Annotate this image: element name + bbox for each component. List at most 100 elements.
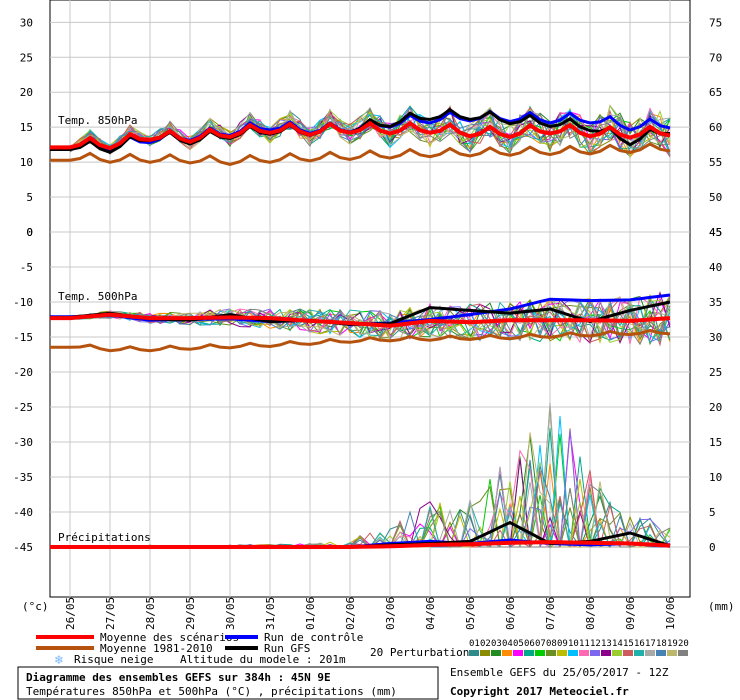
y-tick-left-t500: -25 [13, 401, 33, 414]
mean-line-precip [50, 540, 671, 549]
perturbation-line-precip [70, 432, 671, 548]
snowflake-icon: ❄ [54, 653, 64, 667]
perturbation-swatch [502, 650, 512, 656]
perturbation-line-precip [70, 402, 671, 548]
x-tick-label: 03/06 [384, 597, 397, 630]
y-tick-right-t500: 0 [709, 541, 716, 554]
y-tick-left-t850: 25 [20, 51, 33, 64]
x-tick-label: 09/06 [624, 597, 637, 630]
panel-label-t850: Temp. 850hPa [58, 114, 137, 127]
y-tick-right-t500: 25 [709, 366, 722, 379]
perturbation-swatch [601, 650, 611, 656]
perturbation-line-precip [70, 487, 670, 548]
perturbation-swatch [612, 650, 622, 656]
legend-label-gfs: Run GFS [264, 642, 310, 655]
perturbation-number: 05 [513, 639, 524, 649]
perturbation-swatch [667, 650, 677, 656]
y-tick-right-t850: 65 [709, 86, 722, 99]
y-tick-left-t850: 10 [20, 156, 33, 169]
y-tick-right-t500: 45 [709, 226, 722, 239]
x-tick-label: 30/05 [224, 597, 237, 630]
legend-label-altitude: Altitude du modele : 201m [180, 653, 346, 666]
perturbation-swatch [524, 650, 534, 656]
perturbation-swatch [491, 650, 501, 656]
perturbation-number: 11 [579, 639, 590, 649]
x-tick-label: 27/05 [104, 597, 117, 630]
perturbation-number: 01 [469, 639, 480, 649]
perturbation-swatch [590, 650, 600, 656]
perturbation-swatch [480, 650, 490, 656]
perturbation-swatch [678, 650, 688, 656]
perturbation-number: 15 [623, 639, 634, 649]
chart-title: Diagramme des ensembles GEFS sur 384h : … [26, 671, 331, 684]
y-tick-left-t500: -40 [13, 506, 33, 519]
perturbation-line-precip [70, 432, 671, 548]
panel-label-t500: Temp. 500hPa [58, 290, 137, 303]
ensemble-info: Ensemble GEFS du 25/05/2017 - 12Z [450, 666, 669, 679]
x-tick-label: 08/06 [584, 597, 597, 630]
tick-labels: 26/05 27/05 28/05 29/05 30/05 31/05 01/06 02/06… [13, 16, 722, 630]
panel-label-precip: Précipitations [58, 531, 151, 544]
y-tick-right-t850: 45 [709, 226, 722, 239]
perturbation-swatch [579, 650, 589, 656]
y-tick-left-t500: -35 [13, 471, 33, 484]
perturbation-line-precip [70, 436, 671, 549]
x-tick-label: 06/06 [504, 597, 517, 630]
x-tick-label: 26/05 [64, 597, 77, 630]
perturbation-swatch [513, 650, 523, 656]
perturbation-line-t850 [69, 107, 671, 155]
y-tick-left-t500: -45 [13, 541, 33, 554]
y-tick-right-t500: 5 [709, 506, 716, 519]
perturbation-swatch [546, 650, 556, 656]
legend-label-perturbations: 20 Perturbations [370, 646, 476, 659]
legend-label-snow: Risque neige [74, 653, 153, 666]
y-tick-left-t500: -5 [20, 261, 33, 274]
unit-left: (°c) [22, 600, 49, 613]
x-tick-label: 01/06 [304, 597, 317, 630]
perturbation-swatch [645, 650, 655, 656]
y-tick-right-t850: 55 [709, 156, 722, 169]
y-tick-right-t500: 20 [709, 401, 722, 414]
perturbation-swatch [469, 650, 479, 656]
perturbation-line-precip [70, 466, 671, 549]
grid-layer [50, 0, 690, 597]
y-tick-left-t850: 15 [20, 121, 33, 134]
y-tick-right-t500: 40 [709, 261, 722, 274]
x-tick-label: 05/06 [464, 597, 477, 630]
x-tick-label: 02/06 [344, 597, 357, 630]
perturbation-number: 18 [656, 639, 667, 649]
unit-right: (mm) [708, 600, 735, 613]
perturbation-number: 17 [645, 639, 656, 649]
y-tick-left-t850: 30 [20, 16, 33, 29]
perturbation-swatch [557, 650, 567, 656]
y-tick-right-t850: 60 [709, 121, 722, 134]
legend: Moyenne des scénarios Moyenne 1981-2010 … [36, 631, 689, 667]
y-tick-left-t500: 0 [26, 226, 33, 239]
x-tick-label: 31/05 [264, 597, 277, 630]
y-tick-right-t500: 15 [709, 436, 722, 449]
x-tick-label: 07/06 [544, 597, 557, 630]
y-tick-right-t500: 30 [709, 331, 722, 344]
climatology-line-t500 [50, 328, 671, 353]
perturbation-swatch [535, 650, 545, 656]
mean-line-t500 [50, 312, 671, 328]
y-tick-left-t850: 5 [26, 191, 33, 204]
legend-label-control: Run de contrôle [264, 631, 363, 644]
perturbation-number: 14 [612, 639, 623, 649]
x-tick-label: 10/06 [664, 597, 677, 630]
perturbation-number: 20 [678, 639, 689, 649]
perturbation-number: 02 [480, 639, 491, 649]
series-layer [50, 104, 671, 549]
legend-label-clim: Moyenne 1981-2010 [100, 642, 213, 655]
copyright: Copyright 2017 Meteociel.fr [450, 685, 629, 698]
perturbation-line-t500 [69, 304, 671, 346]
y-tick-right-t850: 70 [709, 51, 722, 64]
perturbation-number: 08 [546, 639, 557, 649]
perturbation-swatch [656, 650, 666, 656]
y-tick-right-t850: 75 [709, 16, 722, 29]
perturbation-line-precip [70, 429, 671, 548]
perturbation-number: 10 [568, 639, 579, 649]
perturbation-number: 16 [634, 639, 645, 649]
perturbation-number: 09 [557, 639, 568, 649]
perturbation-number: 07 [535, 639, 546, 649]
